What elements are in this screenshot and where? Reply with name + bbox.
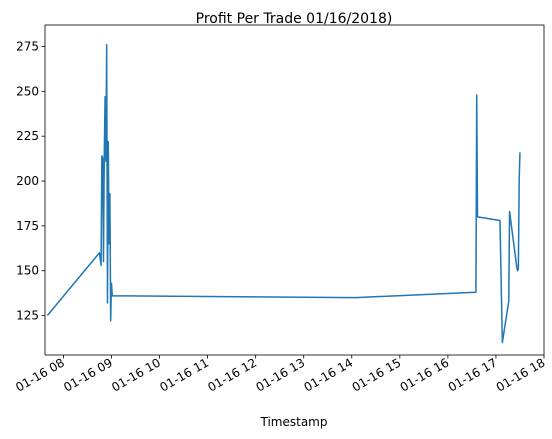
plot-area — [44, 24, 545, 356]
chart-title: Profit Per Trade 01/16/2018) — [196, 11, 393, 27]
x-tick-label: 01-16 17 — [446, 355, 500, 394]
y-tick-label: 200 — [16, 174, 39, 188]
y-axis: 125 150 175 200 225 250 275 — [16, 40, 45, 323]
y-tick-label: 250 — [16, 84, 39, 98]
x-tick-label: 01-16 08 — [13, 355, 67, 394]
y-tick-label: 175 — [16, 219, 39, 233]
y-tick-label: 150 — [16, 264, 39, 278]
x-tick-label: 01-16 13 — [253, 355, 307, 394]
x-tick-label: 01-16 15 — [350, 355, 404, 394]
x-axis-label: Timestamp — [260, 415, 328, 429]
x-tick-label: 01-16 14 — [302, 355, 356, 394]
y-tick-label: 225 — [16, 129, 39, 143]
series-line — [46, 43, 521, 344]
x-tick-label: 01-16 12 — [205, 355, 259, 394]
x-tick-label: 01-16 10 — [109, 355, 163, 394]
x-tick-label: 01-16 18 — [494, 355, 548, 394]
y-tick-label: 125 — [16, 309, 39, 323]
y-tick-label: 275 — [16, 40, 39, 54]
x-tick-label: 01-16 16 — [398, 355, 452, 394]
x-tick-label: 01-16 09 — [61, 355, 115, 394]
x-tick-label: 01-16 11 — [157, 355, 211, 394]
